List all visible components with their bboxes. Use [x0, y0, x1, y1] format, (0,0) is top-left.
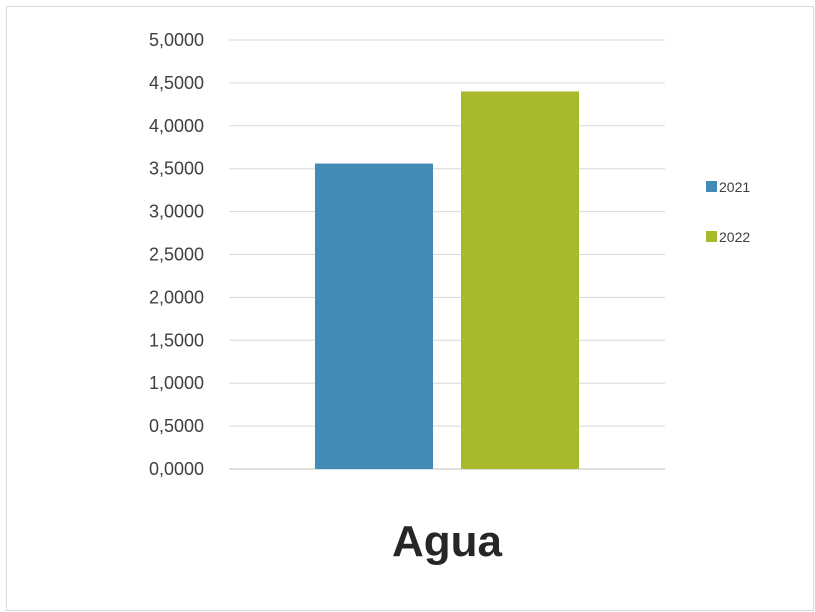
y-tick-label: 0,5000: [149, 416, 204, 436]
y-tick-label: 1,5000: [149, 330, 204, 350]
legend-label-2022: 2022: [719, 229, 750, 245]
legend-swatch-2021: [706, 181, 717, 192]
legend-swatch-2022: [706, 231, 717, 242]
y-tick-label: 4,0000: [149, 116, 204, 136]
bars: [315, 91, 579, 469]
legend-label-2021: 2021: [719, 179, 750, 195]
y-tick-label: 4,5000: [149, 73, 204, 93]
legend: 2021 2022: [706, 179, 750, 245]
y-tick-label: 5,0000: [149, 30, 204, 50]
y-axis-tick-labels: 0,0000 0,5000 1,0000 1,5000 2,0000 2,5000 3,00…: [149, 30, 204, 479]
y-tick-label: 2,5000: [149, 245, 204, 265]
y-tick-label: 2,0000: [149, 287, 204, 307]
y-tick-label: 1,0000: [149, 373, 204, 393]
gridlines: [229, 39, 665, 470]
x-category-label: Agua: [392, 517, 503, 566]
y-tick-label: 0,0000: [149, 459, 204, 479]
y-tick-label: 3,0000: [149, 202, 204, 222]
x-axis-category-labels: Agua: [392, 517, 503, 566]
bar-2022: [461, 91, 579, 469]
bar-2021: [315, 163, 433, 469]
y-tick-label: 3,5000: [149, 159, 204, 179]
